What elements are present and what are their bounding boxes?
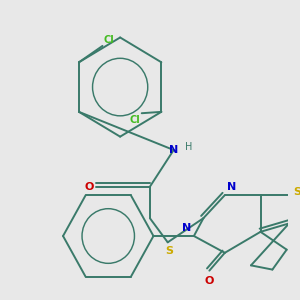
Text: N: N	[227, 182, 237, 192]
Text: Cl: Cl	[104, 34, 115, 44]
Text: S: S	[165, 246, 173, 256]
Text: N: N	[182, 223, 191, 233]
Text: Cl: Cl	[130, 115, 140, 124]
Text: S: S	[293, 188, 300, 197]
Text: O: O	[205, 276, 214, 286]
Text: H: H	[185, 142, 193, 152]
Text: N: N	[169, 145, 178, 155]
Text: O: O	[84, 182, 94, 192]
